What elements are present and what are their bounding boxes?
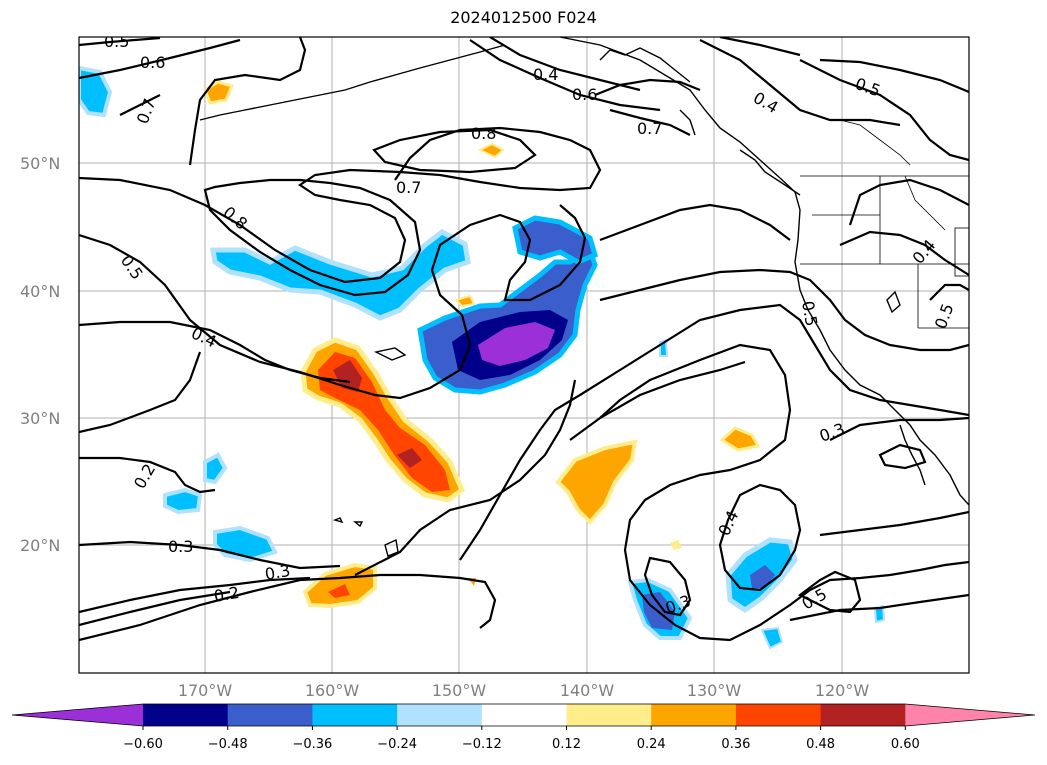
colorbar-tick-label: −0.36 <box>292 737 332 752</box>
map-frame <box>78 36 970 674</box>
colorbar-bin <box>820 704 906 726</box>
contour-label: 0.3 <box>168 537 193 556</box>
lat-label: 30°N <box>20 409 60 428</box>
colorbar-tick-label: 0.12 <box>552 737 581 752</box>
lat-label: 40°N <box>20 282 60 301</box>
contour-label: 0.5 <box>798 299 821 327</box>
lon-label: 160°W <box>305 681 360 700</box>
colorbar-bin <box>735 704 822 726</box>
contour-label: 0.7 <box>396 178 421 197</box>
lon-label: 130°W <box>687 681 742 700</box>
colorbar-tick-label: −0.60 <box>123 737 163 752</box>
latitude-labels: 50°N 40°N 30°N 20°N <box>20 154 60 555</box>
contour-label: 0.3 <box>263 561 291 584</box>
lat-label: 20°N <box>20 536 60 555</box>
political-borders <box>800 119 969 329</box>
longitude-labels: 170°W 160°W 150°W 140°W 130°W 120°W <box>178 681 870 700</box>
contour-label: 0.2 <box>212 583 240 606</box>
colorbar-bin <box>143 704 229 726</box>
contour-label: 0.4 <box>533 65 558 84</box>
lat-label: 50°N <box>20 154 60 173</box>
contour-label: 0.6 <box>140 53 165 72</box>
colorbar-tick-label: 0.36 <box>721 737 750 752</box>
map-title: 2024012500 F024 <box>450 8 597 27</box>
lon-label: 150°W <box>432 681 487 700</box>
colorbar-tick-label: 0.48 <box>806 737 835 752</box>
contour-lines <box>79 37 969 642</box>
colorbar-bin <box>566 704 652 726</box>
colorbar-tick-label: −0.24 <box>377 737 417 752</box>
colorbar-tick-label: 0.24 <box>637 737 666 752</box>
colorbar-bin <box>481 704 567 726</box>
colorbar-tick-label: −0.48 <box>208 737 248 752</box>
colorbar-extend-min <box>12 704 143 726</box>
colorbar-bin <box>227 704 313 726</box>
lon-label: 120°W <box>815 681 870 700</box>
colorbar: −0.60 −0.48 −0.36 −0.24 −0.12 0.12 0.24 0.36 0.4… <box>11 703 1036 752</box>
colorbar-tick-label: 0.60 <box>891 737 920 752</box>
colorbar-extend-max <box>905 704 1035 726</box>
colorbar-bin <box>312 704 398 726</box>
contour-label: 0.7 <box>637 119 662 138</box>
lon-label: 170°W <box>178 681 233 700</box>
contour-label: 0.8 <box>471 124 496 143</box>
colorbar-bin <box>651 704 737 726</box>
lon-label: 140°W <box>560 681 615 700</box>
colorbar-bin <box>397 704 483 726</box>
contour-label: 0.6 <box>572 85 597 104</box>
contour-label: 0.5 <box>104 32 129 51</box>
colorbar-tick-label: −0.12 <box>462 737 502 752</box>
